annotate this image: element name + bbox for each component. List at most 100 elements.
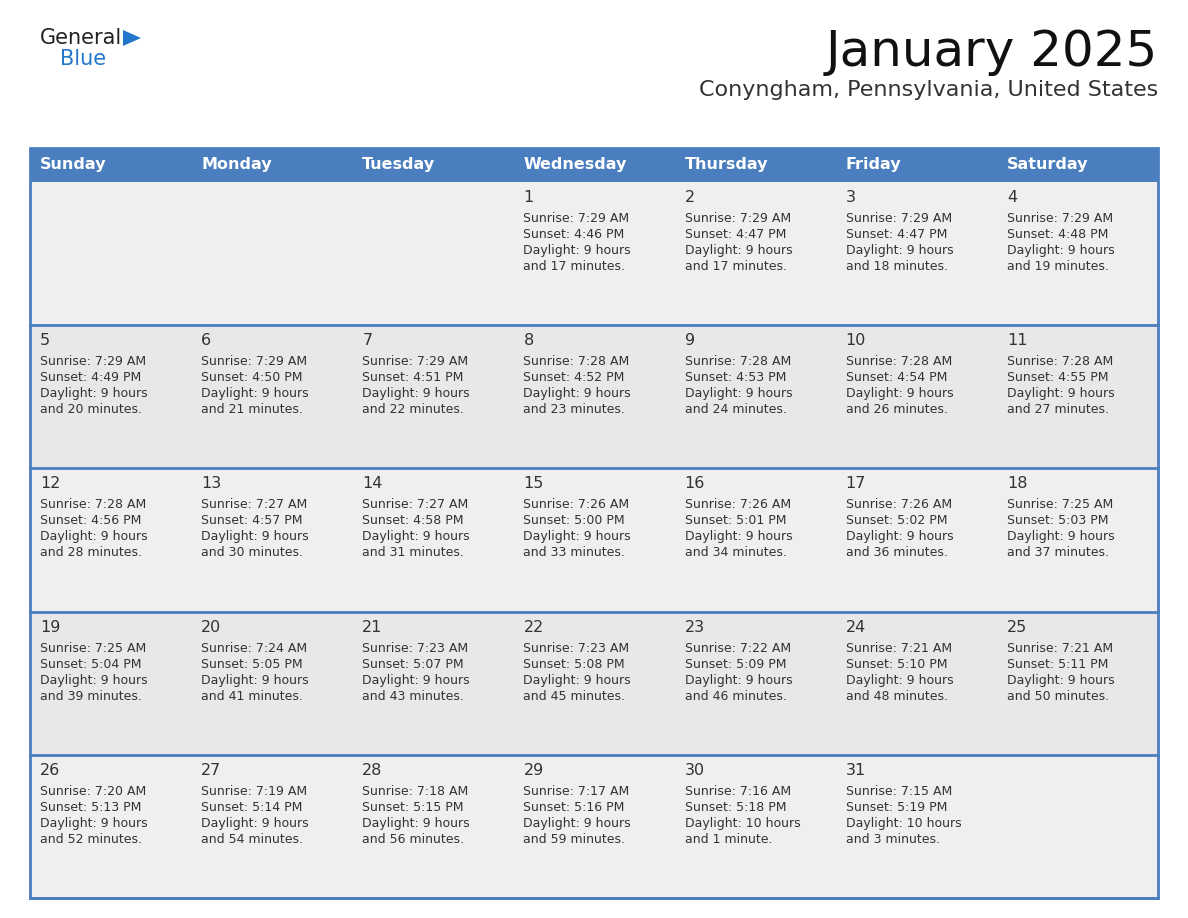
Text: 18: 18 — [1007, 476, 1028, 491]
Text: 3: 3 — [846, 190, 855, 205]
Text: and 33 minutes.: and 33 minutes. — [524, 546, 625, 559]
Text: Daylight: 9 hours: Daylight: 9 hours — [524, 817, 631, 830]
Text: and 22 minutes.: and 22 minutes. — [362, 403, 465, 416]
Text: and 50 minutes.: and 50 minutes. — [1007, 689, 1108, 702]
Text: Daylight: 10 hours: Daylight: 10 hours — [846, 817, 961, 830]
Bar — [191, 182, 353, 325]
Text: and 37 minutes.: and 37 minutes. — [1007, 546, 1108, 559]
Text: Sunrise: 7:29 AM: Sunrise: 7:29 AM — [524, 212, 630, 225]
Text: and 20 minutes.: and 20 minutes. — [40, 403, 143, 416]
Text: Sunrise: 7:27 AM: Sunrise: 7:27 AM — [362, 498, 468, 511]
Text: Sunset: 4:51 PM: Sunset: 4:51 PM — [362, 371, 463, 385]
Text: 21: 21 — [362, 620, 383, 634]
Bar — [30, 755, 191, 898]
Text: Daylight: 9 hours: Daylight: 9 hours — [40, 387, 147, 400]
Text: Sunrise: 7:29 AM: Sunrise: 7:29 AM — [40, 355, 146, 368]
Text: Sunrise: 7:20 AM: Sunrise: 7:20 AM — [40, 785, 146, 798]
Text: Sunrise: 7:18 AM: Sunrise: 7:18 AM — [362, 785, 468, 798]
Text: Daylight: 9 hours: Daylight: 9 hours — [684, 674, 792, 687]
Text: Daylight: 9 hours: Daylight: 9 hours — [1007, 674, 1114, 687]
Text: Sunset: 5:02 PM: Sunset: 5:02 PM — [846, 514, 947, 528]
Bar — [675, 182, 835, 325]
Text: Daylight: 9 hours: Daylight: 9 hours — [40, 817, 147, 830]
Text: Sunset: 5:13 PM: Sunset: 5:13 PM — [40, 800, 141, 813]
Text: and 21 minutes.: and 21 minutes. — [201, 403, 303, 416]
Bar — [353, 611, 513, 755]
Bar — [353, 755, 513, 898]
Text: Sunset: 5:04 PM: Sunset: 5:04 PM — [40, 657, 141, 671]
Text: Tuesday: Tuesday — [362, 158, 436, 173]
Bar — [835, 611, 997, 755]
Text: Sunrise: 7:24 AM: Sunrise: 7:24 AM — [201, 642, 308, 655]
Bar — [30, 148, 191, 182]
Text: 4: 4 — [1007, 190, 1017, 205]
Text: Saturday: Saturday — [1007, 158, 1088, 173]
Text: 2: 2 — [684, 190, 695, 205]
Bar — [997, 468, 1158, 611]
Text: Sunrise: 7:23 AM: Sunrise: 7:23 AM — [362, 642, 468, 655]
Text: Sunrise: 7:29 AM: Sunrise: 7:29 AM — [1007, 212, 1113, 225]
Text: and 41 minutes.: and 41 minutes. — [201, 689, 303, 702]
Text: and 3 minutes.: and 3 minutes. — [846, 833, 940, 845]
Text: Sunset: 4:47 PM: Sunset: 4:47 PM — [684, 228, 786, 241]
Text: Daylight: 9 hours: Daylight: 9 hours — [362, 674, 470, 687]
Text: Thursday: Thursday — [684, 158, 769, 173]
Text: Wednesday: Wednesday — [524, 158, 627, 173]
Text: Sunset: 4:48 PM: Sunset: 4:48 PM — [1007, 228, 1108, 241]
Text: Sunset: 5:16 PM: Sunset: 5:16 PM — [524, 800, 625, 813]
Bar — [675, 325, 835, 468]
Text: Daylight: 9 hours: Daylight: 9 hours — [362, 817, 470, 830]
Text: and 36 minutes.: and 36 minutes. — [846, 546, 948, 559]
Text: 25: 25 — [1007, 620, 1028, 634]
Text: Sunrise: 7:29 AM: Sunrise: 7:29 AM — [201, 355, 308, 368]
Bar — [353, 182, 513, 325]
Text: Sunrise: 7:26 AM: Sunrise: 7:26 AM — [846, 498, 952, 511]
Text: Sunset: 5:09 PM: Sunset: 5:09 PM — [684, 657, 786, 671]
Bar — [513, 611, 675, 755]
Bar — [30, 148, 1158, 898]
Text: Sunrise: 7:28 AM: Sunrise: 7:28 AM — [524, 355, 630, 368]
Text: 6: 6 — [201, 333, 211, 348]
Bar — [30, 182, 191, 325]
Text: Sunset: 5:07 PM: Sunset: 5:07 PM — [362, 657, 463, 671]
Text: Daylight: 9 hours: Daylight: 9 hours — [1007, 244, 1114, 257]
Text: Friday: Friday — [846, 158, 902, 173]
Bar — [675, 755, 835, 898]
Text: Sunrise: 7:28 AM: Sunrise: 7:28 AM — [1007, 355, 1113, 368]
Text: Sunrise: 7:15 AM: Sunrise: 7:15 AM — [846, 785, 952, 798]
Text: and 28 minutes.: and 28 minutes. — [40, 546, 143, 559]
Text: Daylight: 9 hours: Daylight: 9 hours — [1007, 531, 1114, 543]
Text: and 54 minutes.: and 54 minutes. — [201, 833, 303, 845]
Text: Sunset: 5:05 PM: Sunset: 5:05 PM — [201, 657, 303, 671]
Text: Sunset: 5:19 PM: Sunset: 5:19 PM — [846, 800, 947, 813]
Bar — [835, 468, 997, 611]
Text: Sunrise: 7:21 AM: Sunrise: 7:21 AM — [846, 642, 952, 655]
Text: Sunrise: 7:25 AM: Sunrise: 7:25 AM — [40, 642, 146, 655]
Text: 13: 13 — [201, 476, 221, 491]
Bar — [675, 148, 835, 182]
Text: and 23 minutes.: and 23 minutes. — [524, 403, 625, 416]
Text: Daylight: 9 hours: Daylight: 9 hours — [846, 244, 953, 257]
Text: and 18 minutes.: and 18 minutes. — [846, 260, 948, 273]
Text: Sunrise: 7:29 AM: Sunrise: 7:29 AM — [846, 212, 952, 225]
Bar — [191, 325, 353, 468]
Bar — [513, 148, 675, 182]
Text: Sunset: 5:10 PM: Sunset: 5:10 PM — [846, 657, 947, 671]
Bar — [997, 148, 1158, 182]
Text: Sunset: 5:18 PM: Sunset: 5:18 PM — [684, 800, 786, 813]
Text: Sunset: 5:01 PM: Sunset: 5:01 PM — [684, 514, 786, 528]
Text: Daylight: 9 hours: Daylight: 9 hours — [201, 674, 309, 687]
Text: 14: 14 — [362, 476, 383, 491]
Text: 30: 30 — [684, 763, 704, 778]
Text: Sunset: 4:55 PM: Sunset: 4:55 PM — [1007, 371, 1108, 385]
Text: 31: 31 — [846, 763, 866, 778]
Bar — [513, 182, 675, 325]
Bar — [835, 148, 997, 182]
Text: 29: 29 — [524, 763, 544, 778]
Bar — [835, 755, 997, 898]
Bar — [997, 755, 1158, 898]
Text: 20: 20 — [201, 620, 221, 634]
Text: Sunday: Sunday — [40, 158, 107, 173]
Bar — [353, 148, 513, 182]
Text: Sunset: 5:00 PM: Sunset: 5:00 PM — [524, 514, 625, 528]
